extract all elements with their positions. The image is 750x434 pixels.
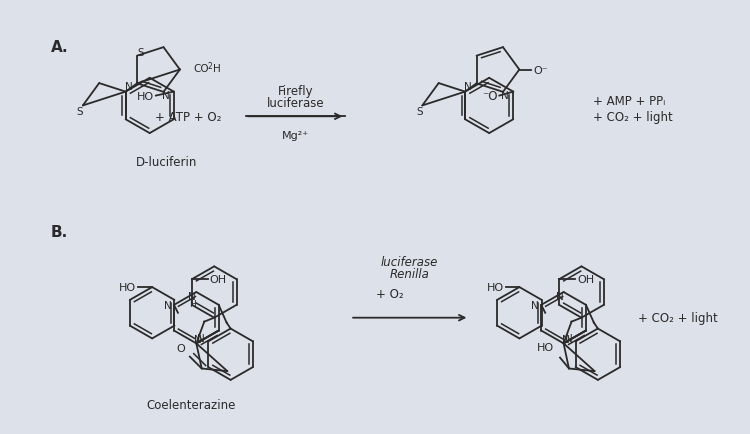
Text: O⁻: O⁻: [533, 66, 548, 76]
Text: S: S: [416, 107, 423, 117]
Text: S: S: [76, 107, 83, 117]
Text: A.: A.: [50, 40, 68, 55]
Text: H: H: [212, 63, 220, 73]
Text: Coelenterazine: Coelenterazine: [147, 398, 236, 411]
Text: Firefly: Firefly: [278, 85, 314, 98]
Text: HO: HO: [536, 342, 554, 352]
Text: N: N: [162, 91, 170, 101]
Text: H: H: [189, 300, 196, 309]
Text: S: S: [138, 48, 144, 58]
Text: D-luciferin: D-luciferin: [136, 155, 197, 168]
Text: ⁻O: ⁻O: [482, 90, 497, 103]
Text: + ATP + O₂: + ATP + O₂: [154, 111, 221, 124]
Text: OH: OH: [210, 275, 226, 285]
Text: CO: CO: [194, 63, 209, 73]
Text: HO: HO: [119, 283, 136, 293]
Text: N: N: [164, 300, 172, 310]
Text: N: N: [124, 82, 133, 92]
Text: Renilla: Renilla: [390, 267, 430, 280]
Text: luciferase: luciferase: [267, 97, 325, 110]
Text: N: N: [188, 291, 196, 301]
Text: + CO₂ + light: + CO₂ + light: [593, 111, 673, 124]
Text: B.: B.: [50, 224, 68, 240]
Text: N: N: [556, 291, 563, 301]
Text: O: O: [176, 343, 185, 353]
Text: 2: 2: [208, 62, 212, 71]
Text: N: N: [532, 300, 539, 310]
Text: + O₂: + O₂: [376, 287, 404, 300]
Text: N: N: [565, 334, 572, 344]
Text: N: N: [501, 91, 509, 101]
Text: + AMP + PPᵢ: + AMP + PPᵢ: [593, 95, 665, 108]
Text: Mg²⁺: Mg²⁺: [282, 131, 309, 141]
Text: OH: OH: [577, 275, 594, 285]
Text: HO: HO: [136, 91, 154, 101]
Text: N: N: [562, 335, 569, 345]
Text: N: N: [464, 82, 472, 92]
Text: HO: HO: [487, 283, 503, 293]
Text: luciferase: luciferase: [381, 255, 439, 268]
Text: N: N: [194, 335, 202, 345]
Text: N: N: [197, 334, 206, 344]
Text: + CO₂ + light: + CO₂ + light: [638, 312, 718, 325]
